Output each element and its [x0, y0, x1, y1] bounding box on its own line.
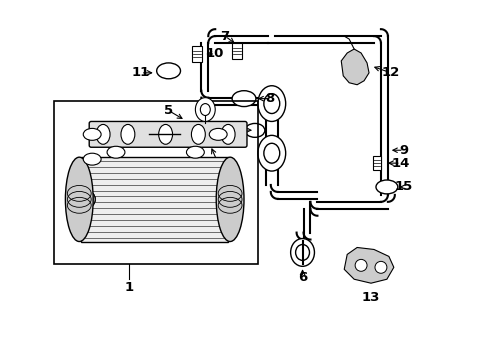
Ellipse shape: [374, 261, 386, 273]
Ellipse shape: [138, 123, 157, 137]
Ellipse shape: [186, 146, 204, 158]
Text: 13: 13: [361, 291, 380, 303]
Ellipse shape: [65, 157, 93, 242]
Ellipse shape: [191, 125, 205, 144]
Polygon shape: [341, 49, 368, 85]
Text: 7: 7: [220, 30, 229, 42]
Bar: [372, 156, 381, 170]
FancyBboxPatch shape: [89, 121, 246, 147]
Text: 14: 14: [391, 157, 409, 170]
Ellipse shape: [264, 143, 279, 163]
Ellipse shape: [71, 189, 95, 209]
Ellipse shape: [257, 86, 285, 121]
Bar: [54, 100, 257, 264]
Ellipse shape: [216, 157, 244, 242]
Ellipse shape: [200, 104, 210, 116]
Text: 8: 8: [264, 92, 274, 105]
Text: 9: 9: [398, 144, 407, 157]
Ellipse shape: [257, 135, 285, 171]
Text: 11: 11: [131, 66, 150, 79]
Ellipse shape: [71, 189, 95, 209]
Ellipse shape: [290, 239, 314, 266]
Bar: [192, 46, 202, 62]
Ellipse shape: [264, 94, 279, 113]
Text: 2: 2: [215, 162, 224, 175]
Ellipse shape: [221, 125, 235, 144]
Ellipse shape: [209, 129, 226, 140]
Ellipse shape: [96, 125, 110, 144]
Ellipse shape: [195, 98, 215, 121]
Text: 15: 15: [394, 180, 412, 193]
Text: 3: 3: [187, 122, 197, 135]
Ellipse shape: [158, 125, 172, 144]
Ellipse shape: [71, 189, 95, 209]
Text: 10: 10: [205, 48, 224, 60]
Text: 4: 4: [144, 179, 153, 192]
Ellipse shape: [71, 189, 95, 209]
Text: 1: 1: [124, 281, 133, 294]
Text: 6: 6: [297, 271, 306, 284]
Ellipse shape: [244, 123, 264, 137]
Ellipse shape: [295, 244, 309, 260]
Bar: [232, 43, 242, 59]
Ellipse shape: [232, 91, 255, 107]
Ellipse shape: [375, 180, 397, 194]
Ellipse shape: [83, 129, 101, 140]
Ellipse shape: [83, 153, 101, 165]
Text: 5: 5: [163, 104, 173, 117]
Ellipse shape: [354, 260, 366, 271]
Bar: [81, 157, 228, 242]
Ellipse shape: [121, 125, 135, 144]
Text: 12: 12: [381, 66, 399, 79]
Ellipse shape: [107, 146, 124, 158]
Polygon shape: [344, 247, 393, 283]
Ellipse shape: [156, 63, 180, 79]
